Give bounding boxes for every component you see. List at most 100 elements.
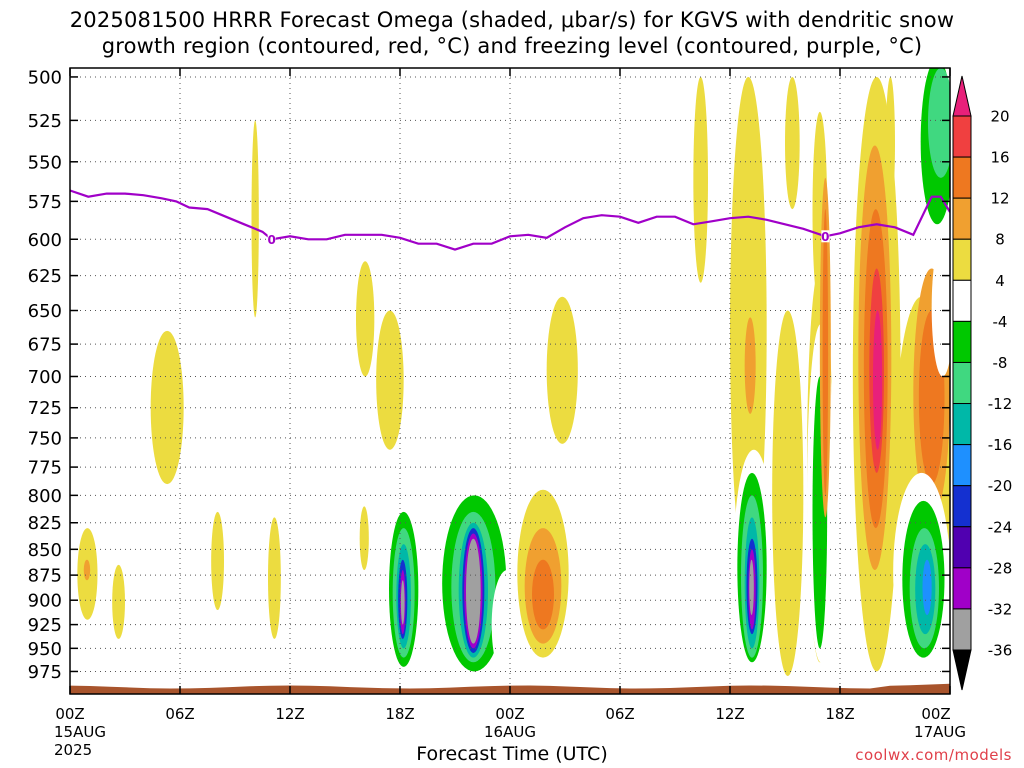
colorbar-label: 12 [990,190,1009,208]
omega-region-11 [359,506,369,571]
colorbar-label: -12 [988,395,1013,413]
y-tick-label: 850 [28,540,62,561]
x-axis: 00Z 06Z 12Z 18Z 00Z 06Z 12Z 18Z 00Z15AUG202516AU… [54,68,966,759]
omega-region-68 [928,68,950,178]
colorbar-segment [952,567,972,610]
omega-region-5 [83,559,91,581]
colorbar-label: -16 [988,436,1013,454]
x-tick-label: 18Z [385,705,414,723]
y-tick-label: 825 [28,513,62,534]
omega-region-30 [546,296,578,444]
credit-text: coolwx.com/models [855,746,1012,764]
omega-region-45 [785,76,800,210]
y-tick-label: 650 [28,301,62,322]
omega-region-43 [749,559,754,615]
grid-lines [69,68,951,694]
y-tick-label: 875 [28,566,62,587]
y-tick-label: 600 [28,230,62,251]
y-tick-label: 525 [28,111,62,132]
y-tick-label: 550 [28,152,62,173]
freezing-level-label: 0 [821,230,829,244]
omega-region-36 [744,317,756,414]
omega-region-58 [885,76,896,210]
omega-region-2 [194,231,206,325]
x-tick-label: 00Z [495,705,524,723]
x-tick-label: 00Z [921,705,950,723]
omega-region-26 [491,570,523,681]
omega-region-34 [708,437,741,649]
colorbar-label: 4 [995,272,1005,290]
freezing-level-line [70,189,950,251]
x-tick-label: 06Z [165,705,194,723]
omega-region-1 [137,193,146,297]
y-tick-label: 925 [28,615,62,636]
y-tick-label: 900 [28,591,62,612]
omega-region-18 [400,580,405,625]
colorbar-segment [952,608,972,651]
colorbar-segment [952,279,972,322]
chart-title-line1: 2025081500 HRRR Forecast Omega (shaded, … [69,8,955,32]
colorbar-segment [952,444,972,487]
chart-title-line2: growth region (contoured, red, °C) and f… [101,34,923,58]
colorbar-label: -24 [988,518,1013,536]
y-tick-label: 575 [28,192,62,213]
colorbar-top-arrow [952,75,972,117]
x-tick-label: 06Z [605,705,634,723]
x-date-label: 15AUG [54,723,106,741]
colorbar-label: -36 [988,642,1013,660]
colorbar-label: -8 [993,354,1008,372]
colorbar-label: -32 [988,600,1013,618]
omega-region-3 [150,330,184,485]
omega-region-51 [822,209,829,496]
omega-region-44 [772,310,804,677]
omega-region-57 [873,310,883,450]
colorbar-segment [952,238,972,281]
y-tick-label: 700 [28,367,62,388]
colorbar-label: 20 [990,108,1009,126]
omega-region-25 [466,538,481,644]
freezing-level-label-bg [821,230,830,243]
colorbar: 20 16 12 8 4 -4 -8 -12 -16 -20 -24 -28 -32 -36 [952,75,1013,691]
colorbar-label: -20 [988,477,1013,495]
y-tick-label: 750 [28,428,62,449]
y-tick-label: 800 [28,486,62,507]
colorbar-segment [952,115,972,158]
y-axis: 500 525 550 575 600 625 650 675 700 725 750 775 800 8… [28,67,950,683]
y-tick-label: 675 [28,335,62,356]
omega-region-66 [922,559,932,615]
y-tick-label: 625 [28,266,62,287]
y-tick-label: 500 [28,67,62,88]
omega-region-69 [931,239,950,377]
colorbar-segment [952,197,972,240]
omega-region-29 [532,559,554,630]
omega-region-32 [693,76,709,283]
colorbar-segment [952,526,972,569]
y-tick-label: 725 [28,398,62,419]
x-year-label: 2025 [54,741,92,759]
y-tick-label: 950 [28,639,62,660]
y-tick-label: 775 [28,458,62,479]
colorbar-bottom-arrow [952,649,972,691]
colorbar-segment [952,361,972,405]
y-tick-label: 975 [28,662,62,683]
colorbar-segment [952,403,972,446]
omega-region-8 [268,517,281,639]
omega-region-52 [840,76,848,672]
colorbar-label: -4 [993,313,1008,331]
x-date-label: 17AUG [914,723,966,741]
omega-region-31 [620,549,630,601]
colorbar-label: -28 [988,559,1013,577]
freezing-level-label-bg [267,233,276,246]
x-axis-label: Forecast Time (UTC) [416,743,608,765]
omega-region-10 [376,310,404,450]
freezing-level-label: 0 [267,233,275,247]
x-tick-label: 00Z [55,705,84,723]
colorbar-segment [952,485,972,528]
colorbar-segment [952,320,972,363]
colorbar-label: 16 [990,149,1009,167]
omega-region-9 [356,261,375,377]
x-tick-label: 12Z [275,705,304,723]
omega-region-0 [251,120,259,318]
